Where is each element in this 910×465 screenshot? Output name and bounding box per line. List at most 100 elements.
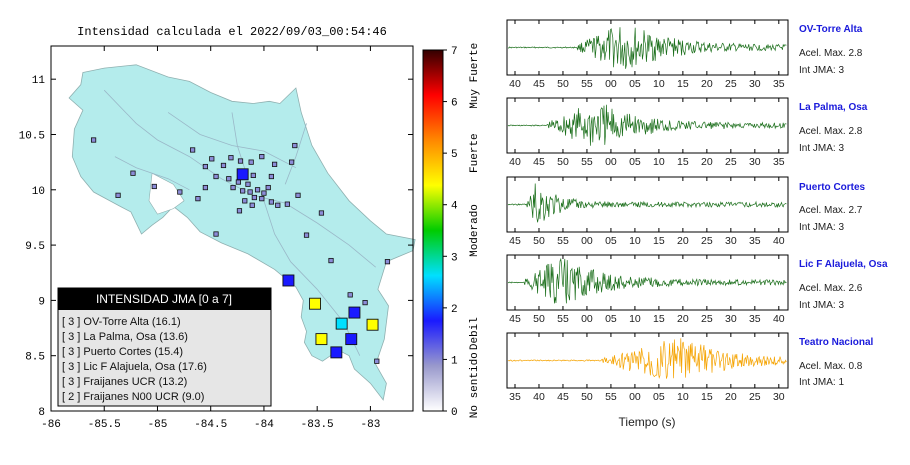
legend-item: [ 3 ] Lic F Alajuela, Osa (17.6) bbox=[62, 361, 207, 373]
seismogram-panel: 40 45 50 55 00 05 10 15 20 25 30 35 bbox=[506, 97, 789, 168]
station-marker bbox=[295, 192, 301, 198]
seismogram-tick-label: 40 bbox=[509, 156, 521, 168]
station-marker bbox=[259, 196, 265, 202]
seismogram-tick-label: 55 bbox=[581, 78, 593, 90]
colorbar-tick-label: 7 bbox=[451, 46, 458, 58]
station-name-teatro-nacional: Teatro Nacional bbox=[799, 337, 874, 348]
seismogram-tick-label: 40 bbox=[773, 235, 785, 247]
station-name-puerto-cortes: Puerto Cortes bbox=[799, 182, 866, 193]
map-x-tick-label: -83 bbox=[361, 419, 381, 431]
seismogram-tick-label: 30 bbox=[725, 313, 737, 325]
station-marker-large bbox=[345, 333, 358, 346]
station-jma: Int JMA: 1 bbox=[799, 377, 845, 388]
legend-item: [ 3 ] OV-Torre Alta (16.1) bbox=[62, 316, 181, 328]
seismogram-tick-label: 00 bbox=[605, 78, 617, 90]
seismogram-tick-label: 30 bbox=[773, 391, 785, 403]
seismogram-tick-label: 25 bbox=[725, 156, 737, 168]
map-y-tick-label: 9.5 bbox=[25, 241, 45, 253]
seismogram-tick-label: 20 bbox=[677, 313, 689, 325]
seismogram-tick-label: 00 bbox=[605, 156, 617, 168]
seismogram-panel: 45 50 55 00 05 10 15 20 25 30 35 40 bbox=[506, 254, 789, 325]
seismogram-tick-label: 20 bbox=[677, 235, 689, 247]
map-title: Intensidad calculada el 2022/09/03_00:54… bbox=[77, 25, 387, 39]
seismogram-tick-label: 25 bbox=[749, 391, 761, 403]
map-frame bbox=[50, 45, 414, 412]
seismogram-trace bbox=[507, 104, 787, 146]
station-marker-large bbox=[309, 297, 321, 310]
station-marker bbox=[230, 184, 236, 191]
station-accel: Acel. Max. 2.7 bbox=[799, 205, 863, 216]
seismogram-tick-label: 35 bbox=[509, 391, 521, 403]
station-marker bbox=[261, 190, 267, 196]
station-marker bbox=[247, 189, 253, 195]
seismogram-tick-label: 45 bbox=[557, 391, 569, 403]
station-marker bbox=[251, 194, 257, 201]
station-marker bbox=[265, 184, 271, 191]
colorbar bbox=[422, 49, 444, 412]
station-marker bbox=[275, 202, 281, 208]
colorbar-tick-label: 3 bbox=[451, 252, 458, 264]
colorbar-category-label: Muy Fuerte bbox=[469, 43, 481, 109]
seismogram-tick-label: 10 bbox=[629, 235, 641, 247]
seismogram-trace bbox=[508, 27, 787, 69]
station-accel: Acel. Max. 2.6 bbox=[799, 283, 863, 294]
seismogram-panel: 35 40 45 50 55 00 05 10 15 20 25 30 bbox=[506, 332, 789, 403]
seismogram-tick-label: 25 bbox=[701, 235, 713, 247]
legend-header bbox=[58, 288, 271, 310]
station-marker-large bbox=[348, 306, 361, 319]
seismogram-tick-label: 05 bbox=[653, 391, 665, 403]
station-marker bbox=[195, 196, 201, 202]
seismogram-tick-label: 40 bbox=[509, 78, 521, 90]
station-marker bbox=[248, 159, 254, 165]
colorbar-tick-label: 1 bbox=[451, 355, 458, 367]
station-marker-large bbox=[236, 168, 249, 181]
seismogram-trace bbox=[507, 257, 787, 304]
station-marker bbox=[151, 183, 157, 190]
station-marker bbox=[202, 184, 208, 191]
station-marker bbox=[303, 232, 310, 238]
map-y-tick-label: 10.5 bbox=[19, 130, 45, 142]
station-marker bbox=[226, 176, 232, 182]
legend-item: [ 3 ] Puerto Cortes (15.4) bbox=[62, 346, 183, 358]
station-jma: Int JMA: 3 bbox=[799, 222, 845, 233]
colorbar-category-label: No sentido bbox=[469, 352, 481, 418]
seismogram-tick-label: 40 bbox=[773, 313, 785, 325]
seismogram-tick-label: 15 bbox=[653, 313, 665, 325]
map-x-tick-label: -85 bbox=[148, 419, 168, 431]
seismogram-tick-label: 20 bbox=[725, 391, 737, 403]
map-y-tick-label: 9 bbox=[38, 296, 45, 308]
station-accel: Acel. Max. 2.8 bbox=[799, 126, 863, 137]
station-marker bbox=[318, 210, 325, 216]
seismogram-tick-label: 55 bbox=[557, 235, 569, 247]
station-marker bbox=[271, 161, 278, 167]
station-marker bbox=[237, 158, 244, 164]
station-marker bbox=[202, 163, 208, 170]
legend-item: [ 2 ] Fraijanes N00 UCR (9.0) bbox=[62, 391, 204, 403]
station-marker bbox=[254, 187, 261, 193]
colorbar-tick-label: 0 bbox=[451, 407, 458, 419]
seismogram-tick-label: 35 bbox=[773, 156, 785, 168]
seismogram-tick-label: 20 bbox=[701, 156, 713, 168]
station-marker bbox=[213, 231, 219, 237]
seismogram-tick-label: 55 bbox=[581, 156, 593, 168]
station-marker bbox=[347, 292, 353, 298]
seismogram-tick-label: 15 bbox=[677, 156, 689, 168]
map-x-tick-label: -85.5 bbox=[88, 419, 121, 431]
seismogram-tick-label: 10 bbox=[653, 78, 665, 90]
station-marker bbox=[328, 257, 334, 264]
station-marker bbox=[245, 181, 251, 187]
station-marker bbox=[284, 201, 290, 207]
station-marker bbox=[249, 202, 255, 208]
station-marker bbox=[374, 358, 380, 364]
seismogram-tick-label: 35 bbox=[773, 78, 785, 90]
seismogram-tick-label: 10 bbox=[677, 391, 689, 403]
station-marker bbox=[90, 137, 97, 143]
station-marker bbox=[289, 159, 295, 165]
seismogram-tick-label: 15 bbox=[701, 391, 713, 403]
station-marker bbox=[235, 179, 241, 185]
map-y-tick-label: 10 bbox=[32, 186, 45, 198]
station-marker bbox=[250, 172, 256, 179]
seismogram-tick-label: 05 bbox=[629, 156, 641, 168]
station-marker bbox=[268, 199, 274, 205]
